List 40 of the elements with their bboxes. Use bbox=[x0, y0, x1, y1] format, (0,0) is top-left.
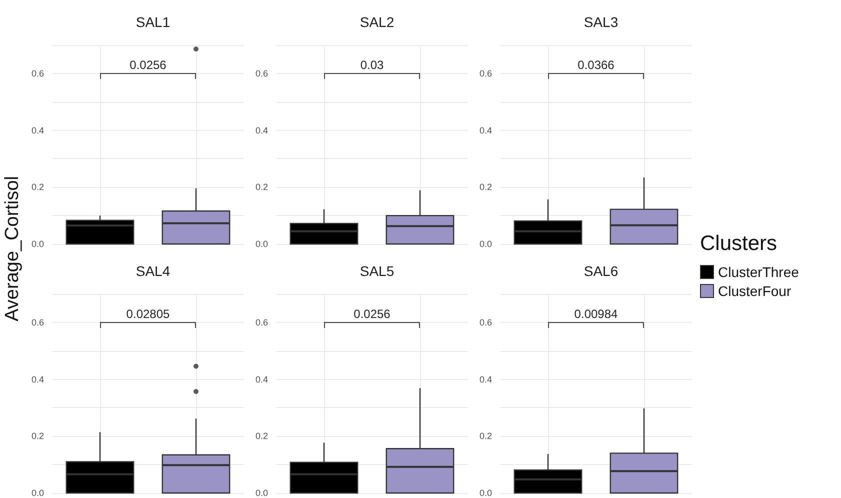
y-tick-label: 0.0 bbox=[255, 488, 268, 498]
legend-title: Clusters bbox=[700, 232, 778, 256]
chart-title: SAL3 bbox=[584, 14, 618, 30]
y-tick-label: 0.2 bbox=[31, 431, 44, 442]
annotation: 0.03 bbox=[360, 58, 384, 72]
annotation: 0.0366 bbox=[578, 58, 614, 72]
chart-title: SAL5 bbox=[360, 263, 394, 279]
legend-label: ClusterThree bbox=[718, 264, 799, 280]
y-tick-label: 0.6 bbox=[31, 68, 44, 78]
y-tick-label: 0.4 bbox=[31, 374, 44, 384]
annotation: 0.02805 bbox=[126, 307, 170, 322]
y-tick-label: 0.2 bbox=[255, 431, 268, 442]
y-tick-label: 0.2 bbox=[479, 431, 492, 442]
annotation: 0.00984 bbox=[574, 307, 618, 322]
y-tick-label: 0.4 bbox=[479, 125, 492, 136]
y-tick-label: 0.0 bbox=[479, 239, 492, 249]
y-tick-label: 0.0 bbox=[31, 239, 44, 249]
y-tick-label: 0.6 bbox=[255, 317, 268, 328]
y-tick-label: 0.0 bbox=[31, 488, 44, 498]
y-tick-label: 0.6 bbox=[479, 317, 492, 328]
y-tick-label: 0.4 bbox=[31, 125, 44, 136]
y-tick-label: 0.6 bbox=[31, 317, 44, 328]
y-tick-label: 0.0 bbox=[479, 488, 492, 498]
y-tick-label: 0.0 bbox=[255, 239, 268, 249]
y-tick-label: 0.2 bbox=[31, 182, 44, 192]
y-tick-label: 0.2 bbox=[479, 182, 492, 192]
legend-label: ClusterFour bbox=[718, 283, 792, 299]
y-tick-label: 0.6 bbox=[479, 68, 492, 78]
annotation: 0.0256 bbox=[130, 58, 166, 72]
y-axis-title: Average_Cortisol bbox=[2, 176, 24, 322]
chart-title: SAL1 bbox=[136, 14, 170, 30]
chart-title: SAL6 bbox=[584, 263, 618, 279]
chart-title: SAL2 bbox=[360, 14, 394, 30]
y-tick-label: 0.4 bbox=[255, 374, 268, 384]
y-tick-label: 0.4 bbox=[479, 374, 492, 384]
annotation: 0.0256 bbox=[354, 307, 390, 322]
chart-title: SAL4 bbox=[136, 263, 170, 279]
y-tick-label: 0.4 bbox=[255, 125, 268, 136]
y-tick-label: 0.6 bbox=[255, 68, 268, 78]
y-tick-label: 0.2 bbox=[255, 182, 268, 192]
